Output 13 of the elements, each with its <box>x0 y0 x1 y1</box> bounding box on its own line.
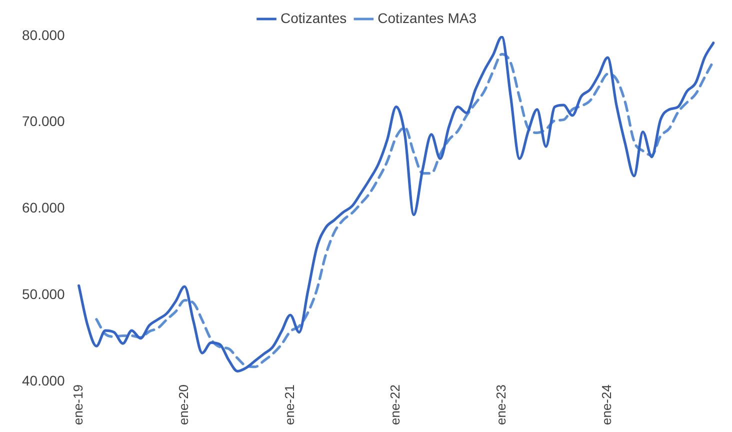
y-tick-label: 40.000 <box>22 372 66 388</box>
x-tick-label: ene-20 <box>176 384 192 426</box>
x-tick-label: ene-22 <box>388 384 403 426</box>
legend-label: Cotizantes <box>280 10 347 26</box>
y-tick-label: 80.000 <box>22 26 66 43</box>
legend-label: Cotizantes MA3 <box>378 10 477 26</box>
x-tick-label: ene-24 <box>599 384 614 426</box>
x-tick-label: ene-19 <box>70 384 86 426</box>
y-tick-label: 50.000 <box>22 286 66 302</box>
x-tick-label: ene-21 <box>282 384 297 426</box>
x-tick-label: ene-23 <box>493 384 508 426</box>
y-tick-label: 60.000 <box>22 200 66 216</box>
y-tick-label: 70.000 <box>22 113 66 130</box>
